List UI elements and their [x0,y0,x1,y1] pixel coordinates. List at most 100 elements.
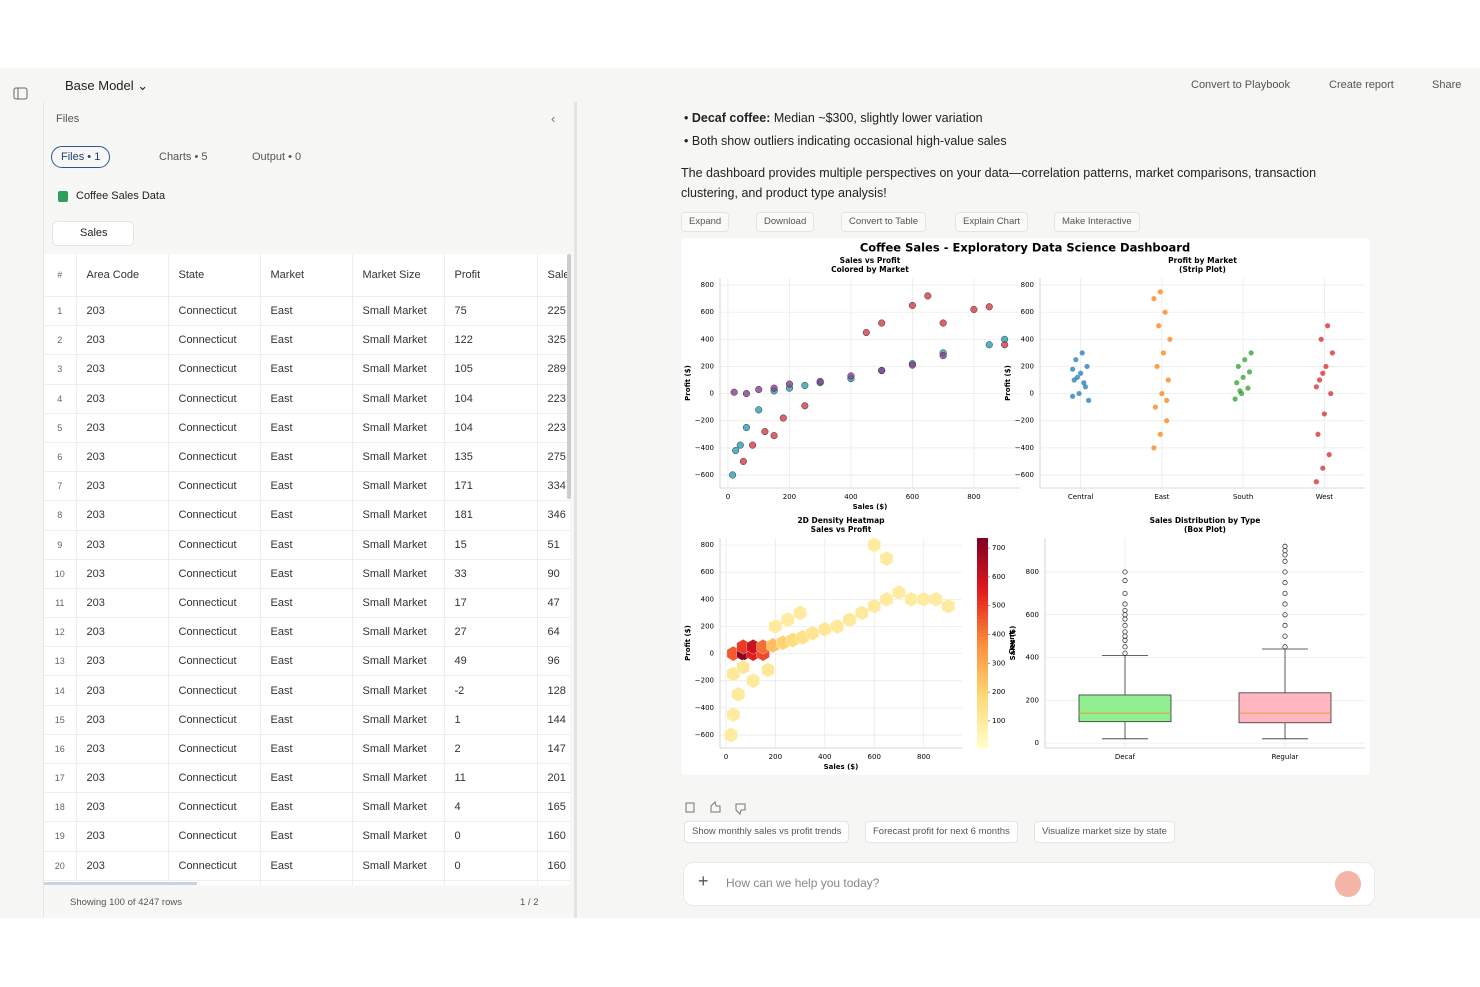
flier [1122,622,1128,629]
scatter-point [761,428,769,436]
colorbar-segment [977,559,988,563]
table-cell: 225 [537,296,570,327]
tab-output[interactable]: Output • 0 [252,151,302,163]
x-tick-label: Central [1068,493,1094,501]
action-convert[interactable]: Convert to Playbook [1191,79,1291,91]
table-cell: East [260,821,353,852]
colorbar-segment [977,538,988,542]
strip-point [1313,384,1319,390]
tab-files[interactable]: Files • 1 [51,146,111,168]
table-cell: Small Market [352,588,445,619]
table-cell: Connecticut [168,646,261,677]
hex-cell [879,550,894,567]
collapse[interactable]: ‹ [551,111,556,126]
colorbar-segment [977,699,988,703]
tab-charts[interactable]: Charts • 5 [159,151,208,163]
pagination[interactable]: 1 / 2 [520,897,539,908]
colorbar-segment [977,646,988,651]
flier [1282,622,1288,629]
table-cell: 203 [76,763,169,794]
table-cell: Connecticut [168,734,261,765]
table-cell: 203 [76,617,169,648]
colorbar-segment [977,744,988,749]
x-tick-label: 200 [769,753,782,761]
bullet: • Both show outliers indicating occasion… [684,134,1007,148]
table-cell: 75 [444,296,538,327]
model-selector[interactable]: Base Model ⌄ [65,78,149,93]
x-tick-label: 600 [868,753,881,761]
sidebar-toggle[interactable] [13,87,29,101]
scatter-point [742,390,750,398]
suggestion[interactable]: Show monthly sales vs profit trends [684,821,850,843]
table-row: 19 203 Connecticut East Small Market 0 160 [44,821,570,852]
hex-cell [929,591,943,607]
y-tick-label: −200 [1015,417,1034,425]
table-cell: Connecticut [168,471,261,502]
strip-point [1165,377,1171,383]
table-cell: Connecticut [168,851,261,881]
colorbar-segment [977,629,988,633]
chart-subtitle: Sales vs Profit [811,525,872,534]
attach[interactable]: + [698,871,709,891]
chat-input[interactable] [683,862,1375,906]
hex-cell [818,621,832,637]
suggestion[interactable]: Visualize market size by state [1034,821,1175,843]
table-row: 17 203 Connecticut East Small Market 11 201 [44,763,570,794]
table-row: 1 203 Connecticut East Small Market 75 225 [44,296,570,327]
table-cell: 223 [537,413,570,443]
action-report[interactable]: Create report [1329,79,1394,91]
placeholder: How can we help you today? [726,876,880,890]
hex-cell [793,605,807,621]
colorbar-segment [977,632,988,637]
scatter-point [847,372,855,380]
sheet-select[interactable] [52,221,134,246]
colorbar-segment [977,615,988,619]
chart-title: Sales vs Profit [840,256,901,265]
file-name[interactable]: Coffee Sales Data [76,190,166,202]
hex-cell [892,584,906,601]
table-cell: East [260,851,353,881]
table-cell: Connecticut [168,530,261,560]
send-button[interactable] [1335,871,1361,897]
table-cell: 96 [537,646,570,677]
table-cell: East [260,384,353,414]
table-cell: Connecticut [168,354,261,385]
suggestion[interactable]: Forecast profit for next 6 months [865,821,1018,843]
x-tick-label: 600 [906,493,919,501]
colorbar-segment [977,639,988,644]
hex-cell [726,706,740,723]
btn-download[interactable]: Download [756,212,815,232]
table-cell: 122 [444,325,538,356]
table-cell: 13 [44,646,77,677]
table-cell: 9 [44,530,77,560]
colorbar-tick-label: 700 [992,544,1005,552]
strip-point [1081,380,1087,386]
scatter-point [730,388,738,396]
table-row: 13 203 Connecticut East Small Market 49 96 [44,646,570,677]
strip-point [1326,452,1332,458]
strip-point [1157,431,1163,437]
btn-interactive[interactable]: Make Interactive [1054,212,1140,232]
table-cell: Connecticut [168,763,261,794]
btn-expand[interactable]: Expand [681,212,730,232]
y-tick-label: 800 [701,541,714,549]
colorbar-segment [977,692,988,696]
colorbar-segment [977,720,988,724]
feedback-icons[interactable] [684,801,750,815]
table-cell: Small Market [352,471,445,502]
btn-convert[interactable]: Convert to Table [841,212,927,232]
colorbar-segment [977,678,988,682]
table-cell: 5 [44,413,77,443]
btn-explain[interactable]: Explain Chart [955,212,1029,232]
table-cell: Small Market [352,296,445,327]
column-header: Market Size [352,254,445,297]
scatter-point [785,380,794,388]
table-cell: 160 [537,851,570,881]
action-share[interactable]: Share [1432,79,1462,91]
colorbar-segment [977,660,988,665]
table-cell: 27 [444,617,538,648]
x-tick-label: Decaf [1115,753,1136,761]
y-tick-label: 0 [710,390,714,398]
table-cell: East [260,588,353,619]
